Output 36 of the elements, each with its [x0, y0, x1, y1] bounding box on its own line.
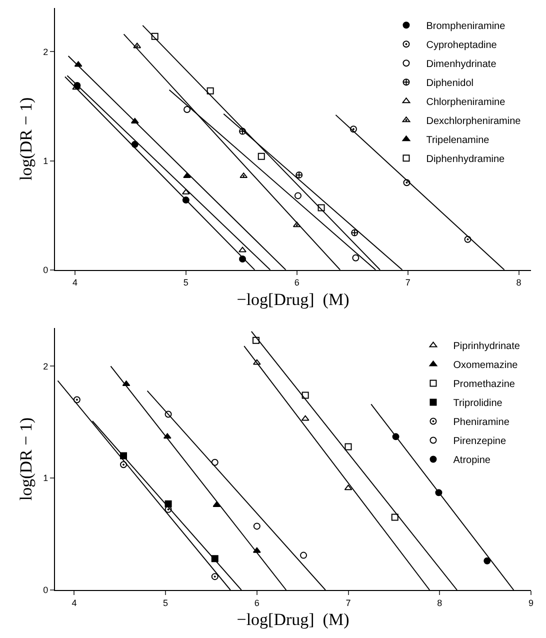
legend-label: Promethazine — [453, 379, 516, 390]
legend-label: Chlorpheniramine — [426, 97, 506, 108]
y-tick-label: 2 — [43, 46, 48, 57]
x-tick-label: 8 — [437, 598, 442, 608]
legend-label: Tripelenamine — [426, 135, 490, 146]
x-tick-label: 5 — [183, 278, 188, 288]
y-tick-label: 1 — [43, 156, 48, 166]
legend-label: Dimenhydrinate — [426, 59, 497, 70]
legend-label: Dexchlorpheniramine — [426, 116, 522, 128]
legend-label: Diphenidol — [426, 78, 474, 90]
x-tick-label: 5 — [163, 598, 168, 608]
y-tick-label: 0 — [43, 585, 48, 596]
x-tick-label: 4 — [72, 598, 77, 608]
x-tick-label: 4 — [72, 278, 78, 288]
legend-label: Piprinhydrinate — [453, 341, 520, 352]
y-axis-title: log(DR − 1) — [16, 97, 36, 181]
legend-label: Pirenzepine — [453, 436, 506, 448]
legend-label: Pheniramine — [453, 417, 510, 428]
legend-label: Brompheniramine — [426, 21, 506, 32]
legend-label: Triprolidine — [453, 398, 503, 410]
x-tick-label: 7 — [346, 598, 351, 608]
legend-label: Atropine — [453, 455, 491, 466]
x-tick-label: 7 — [405, 278, 410, 288]
y-tick-label: 2 — [43, 361, 48, 372]
y-axis-title: log(DR − 1) — [16, 417, 36, 501]
y-tick-label: 0 — [43, 265, 48, 276]
y-tick-label: 1 — [43, 473, 48, 484]
legend-label: Diphenhydramine — [426, 154, 506, 166]
x-axis-title: −log[Drug] (M) — [236, 290, 350, 310]
x-tick-label: 6 — [294, 278, 300, 288]
legend-label: Oxomemazine — [453, 360, 518, 372]
x-tick-label: 8 — [516, 278, 522, 288]
x-axis-title: −log[Drug] (M) — [236, 610, 350, 630]
x-tick-label: 9 — [528, 598, 534, 608]
x-tick-label: 6 — [254, 598, 260, 608]
legend-label: Cyproheptadine — [426, 40, 498, 52]
